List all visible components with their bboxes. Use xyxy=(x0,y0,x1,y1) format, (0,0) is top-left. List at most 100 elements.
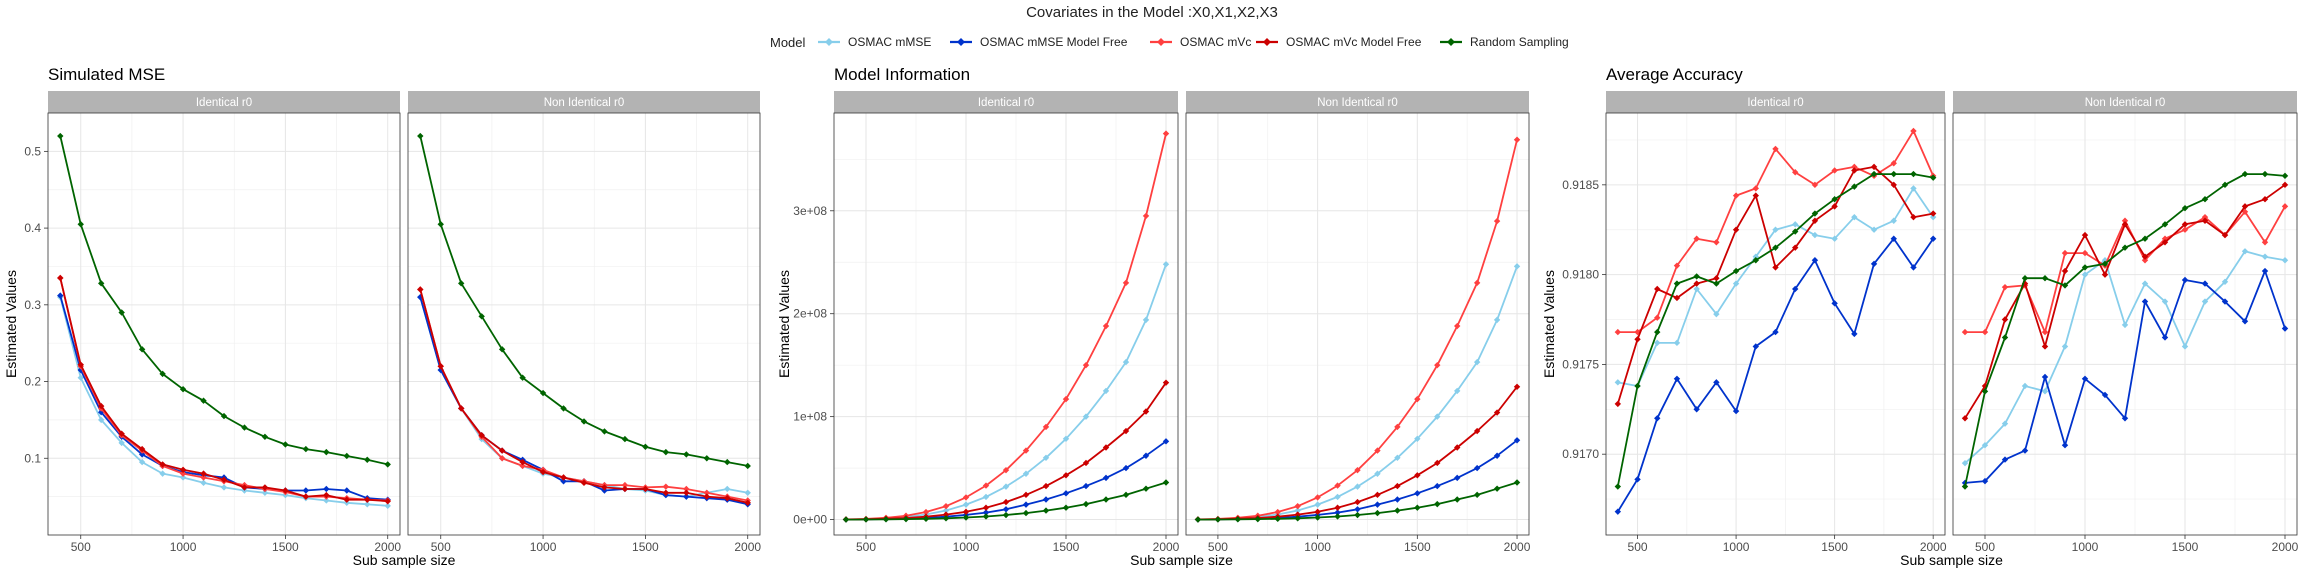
data-point xyxy=(2041,388,2049,395)
data-point xyxy=(2201,195,2209,203)
facet-strip xyxy=(1953,91,2297,113)
legend-item: OSMAC mMSE xyxy=(818,35,931,49)
data-point xyxy=(241,424,248,431)
data-point xyxy=(539,389,547,397)
data-point xyxy=(1890,217,1897,224)
facet-panel: Identical r0 500 1000 1500 2000 0.9170 0.9175 0… xyxy=(1562,91,1947,554)
legend-label: OSMAC mVc xyxy=(1180,35,1251,49)
data-point xyxy=(1334,482,1341,489)
data-point xyxy=(703,489,710,496)
data-point xyxy=(1082,413,1090,420)
facet-strip-label: Identical r0 xyxy=(978,97,1034,109)
data-point xyxy=(77,374,84,381)
data-point xyxy=(1314,494,1321,501)
data-point xyxy=(282,441,289,448)
data-point xyxy=(1374,447,1381,454)
data-point xyxy=(2021,275,2029,282)
data-point xyxy=(323,491,330,499)
series-osmac-mvc-model-free xyxy=(417,286,751,506)
data-point xyxy=(2261,239,2269,246)
data-point xyxy=(417,286,424,293)
data-point xyxy=(77,221,84,228)
plot-background xyxy=(1186,113,1529,535)
y-tick-label: 0.9185 xyxy=(1562,178,1599,192)
data-point xyxy=(179,386,187,393)
legend: Model OSMAC mMSE OSMAC mMSE Model Free OSMA… xyxy=(770,35,1569,50)
data-point xyxy=(1354,466,1361,474)
data-point xyxy=(1394,507,1401,514)
legend-key-marker xyxy=(957,38,965,46)
data-point xyxy=(1981,328,1989,336)
data-point xyxy=(1473,427,1481,435)
x-tick-label: 500 xyxy=(1975,540,1995,554)
data-point xyxy=(1693,406,1700,413)
plot-background xyxy=(48,113,400,535)
data-point xyxy=(1732,192,1740,199)
data-point xyxy=(1693,273,1700,280)
data-point xyxy=(662,448,670,456)
data-point xyxy=(1122,279,1130,287)
data-point xyxy=(2141,253,2149,260)
data-point xyxy=(962,494,970,501)
data-point xyxy=(1772,145,1779,153)
data-point xyxy=(1082,482,1090,490)
series-random-sampling xyxy=(842,479,1170,523)
series-random-sampling xyxy=(1614,170,1937,490)
data-point xyxy=(2121,221,2129,228)
data-point xyxy=(1454,387,1461,395)
data-point xyxy=(1162,438,1170,445)
data-point xyxy=(1654,314,1661,321)
data-point xyxy=(1002,466,1010,474)
data-point xyxy=(1294,515,1301,522)
data-point xyxy=(1493,217,1501,225)
x-tick-label: 1500 xyxy=(632,540,659,554)
data-point xyxy=(2201,213,2209,221)
plot-background xyxy=(408,113,760,535)
data-point xyxy=(200,474,207,481)
data-point xyxy=(1811,210,1819,217)
data-point xyxy=(1673,375,1681,382)
data-point xyxy=(1454,322,1461,330)
data-point xyxy=(982,493,990,501)
data-point xyxy=(1811,217,1819,224)
data-point xyxy=(1851,330,1858,338)
data-point xyxy=(2001,420,2009,427)
data-point xyxy=(1831,235,1838,242)
data-point xyxy=(882,516,890,523)
series-random-sampling xyxy=(57,132,391,468)
data-point xyxy=(1792,285,1799,293)
data-point xyxy=(241,484,248,491)
data-point xyxy=(57,274,64,282)
data-point xyxy=(261,484,269,491)
x-tick-label: 2000 xyxy=(1153,540,1180,554)
data-point xyxy=(2001,316,2009,323)
facet-strip xyxy=(834,91,1178,113)
data-point xyxy=(560,405,567,412)
data-point xyxy=(982,482,990,489)
data-point xyxy=(1434,482,1441,490)
data-point xyxy=(1513,479,1521,486)
data-point xyxy=(519,458,526,466)
data-point xyxy=(1772,226,1779,233)
legend-item: OSMAC mVc Model Free xyxy=(1256,35,1422,49)
data-point xyxy=(1831,203,1838,210)
panel-border xyxy=(1952,112,2298,536)
data-point xyxy=(1890,170,1897,178)
data-point xyxy=(1334,513,1341,520)
data-point xyxy=(2121,415,2129,422)
x-tick-label: 2000 xyxy=(1504,540,1531,554)
data-point xyxy=(2081,249,2089,257)
data-point xyxy=(1334,493,1341,501)
data-point xyxy=(1294,507,1301,514)
facet-strip-label: Non Identical r0 xyxy=(544,97,625,109)
data-point xyxy=(1870,226,1878,233)
data-point xyxy=(343,487,350,494)
data-point xyxy=(1394,482,1401,490)
data-point xyxy=(1374,501,1381,508)
x-axis-title: Sub sample size xyxy=(1900,552,2003,568)
data-point xyxy=(1752,253,1759,260)
data-point xyxy=(478,313,485,320)
data-point xyxy=(1851,183,1858,190)
data-point xyxy=(200,479,207,487)
data-point xyxy=(642,485,649,493)
